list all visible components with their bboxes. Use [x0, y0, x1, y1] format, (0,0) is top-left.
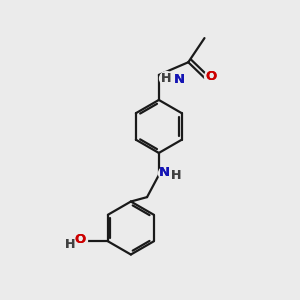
Text: N: N	[159, 166, 170, 179]
Text: O: O	[205, 70, 217, 83]
Text: H: H	[171, 169, 181, 182]
Text: N: N	[159, 166, 170, 179]
Text: H: H	[161, 72, 171, 85]
Text: O: O	[74, 233, 86, 246]
Text: N: N	[174, 73, 185, 86]
Text: N: N	[174, 73, 185, 86]
Text: H: H	[64, 238, 75, 251]
Text: H: H	[171, 169, 181, 182]
Text: O: O	[205, 70, 217, 83]
Text: O: O	[74, 233, 86, 246]
Text: H: H	[64, 238, 75, 251]
Text: H: H	[161, 72, 171, 85]
